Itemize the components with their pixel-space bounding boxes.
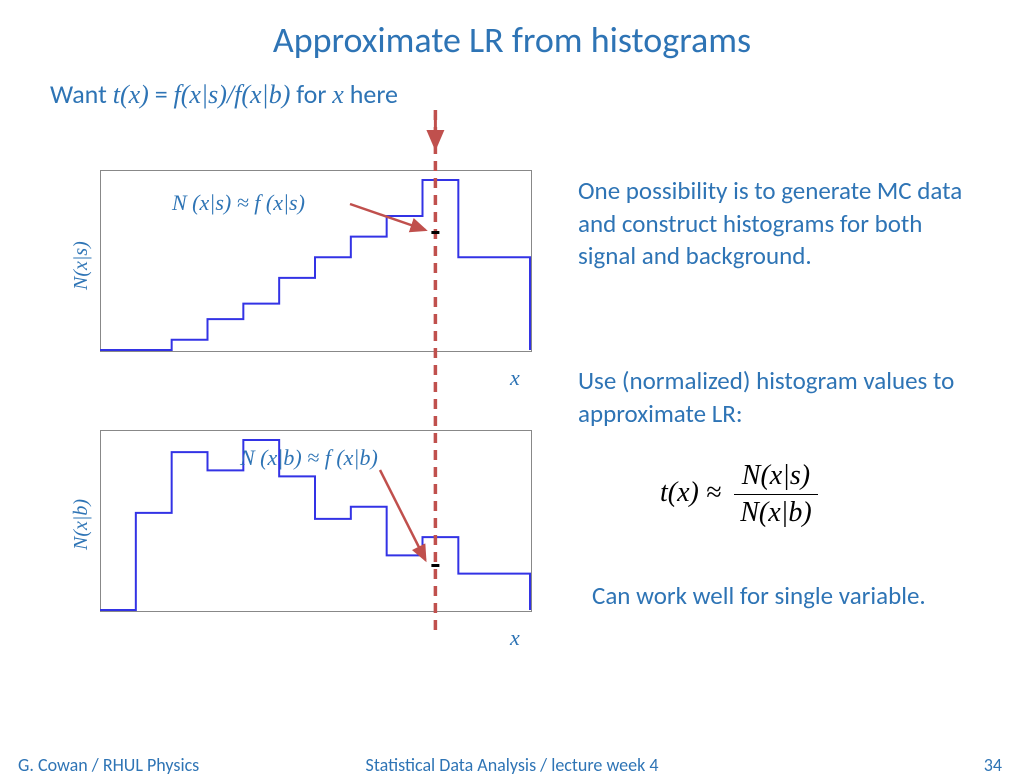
formula-num: N(x|s) — [734, 460, 817, 495]
formula-den: N(x|b) — [734, 495, 817, 529]
subtitle-p3: ( — [120, 80, 129, 109]
para1b-line: signal and background. — [578, 240, 812, 271]
slide-title: Approximate LR from histograms — [0, 0, 1024, 62]
signal-ylabel: N(x|s) — [70, 241, 93, 290]
signal-hist-box — [100, 170, 532, 352]
formula: t(x) ≈ N(x|s) N(x|b) — [660, 460, 818, 529]
subtitle-p14: x — [332, 80, 344, 109]
subtitle-p8: |s — [201, 80, 218, 109]
body-para3: Can work well for single variable. — [592, 580, 1002, 613]
signal-hist-label: N (x|s) ≈ f (x|s) — [172, 190, 305, 216]
footer-right: 34 — [984, 754, 1002, 776]
body-para2: Use (normalized) histogram values to app… — [578, 365, 998, 430]
subtitle-p2: t — [113, 80, 120, 109]
subtitle-p6: = — [149, 78, 174, 110]
subtitle-p7: f(x — [174, 80, 201, 109]
body-para1: One possibility is to generate MC data a… — [578, 175, 998, 273]
subtitle-p10: f(x — [234, 80, 261, 109]
subtitle-p15: here — [344, 78, 398, 110]
histogram-area: N(x|s) N (x|s) ≈ f (x|s) x N(x|b) N (x|b… — [80, 170, 550, 690]
background-xlabel: x — [510, 625, 520, 651]
subtitle-p13: for — [290, 78, 332, 110]
subtitle-p5: ) — [140, 80, 149, 109]
background-hist-label: N (x|b) ≈ f (x|b) — [240, 445, 378, 471]
formula-lhs: t(x) ≈ — [660, 477, 721, 508]
para1-line: One possibility is to generate MC data a… — [578, 175, 962, 239]
background-ylabel: N(x|b) — [70, 499, 93, 550]
subtitle: Want t(x) = f(x|s)/f(x|b) for x here — [50, 78, 398, 110]
signal-xlabel: x — [510, 365, 520, 391]
subtitle-p4: x — [129, 80, 141, 109]
subtitle-p11: |b — [262, 80, 282, 109]
subtitle-p1: Want — [50, 78, 113, 110]
footer-center: Statistical Data Analysis / lecture week… — [0, 754, 1024, 776]
subtitle-p9: )/ — [218, 80, 234, 109]
